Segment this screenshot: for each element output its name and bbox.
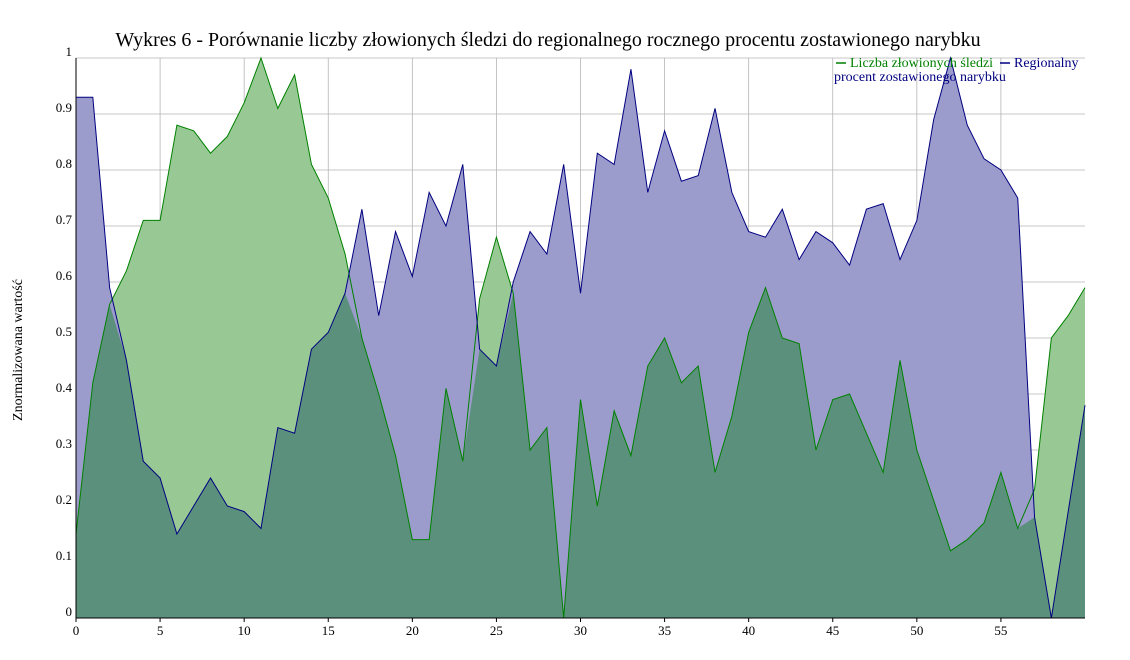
y-axis-label: Znormalizowana wartość: [11, 279, 26, 421]
y-tick-label: 0.5: [56, 324, 72, 339]
legend-label-recruitment-line1: Regionalny: [1014, 56, 1079, 71]
x-tick-label: 0: [73, 623, 80, 638]
y-tick-label: 0.8: [56, 156, 72, 171]
line-series-recruitment: [76, 56, 1086, 619]
x-tick-label: 5: [157, 623, 164, 638]
y-tick-labels: 0 0.1 0.2 0.3 0.4 0.5 0.6 0.7 0.8 0.9 1: [56, 44, 73, 619]
x-tick-label: 20: [406, 623, 419, 638]
legend-label-recruitment-line2: procent zostawionego narybku: [834, 70, 1006, 85]
y-tick-label: 0.6: [56, 268, 73, 283]
x-tick-label: 15: [322, 623, 335, 638]
x-tick-label: 10: [238, 623, 251, 638]
y-tick-label: 0.7: [56, 212, 73, 227]
y-tick-label: 1: [66, 44, 73, 59]
y-tick-label: 0.2: [56, 492, 72, 507]
x-tick-label: 25: [490, 623, 503, 638]
x-tick-label: 40: [742, 623, 755, 638]
x-tick-label: 50: [910, 623, 923, 638]
y-tick-label: 0.4: [56, 380, 73, 395]
x-tick-label: 35: [658, 623, 671, 638]
x-tick-label: 55: [994, 623, 1007, 638]
area-overlap: [76, 287, 1085, 618]
legend-label-recruitment: Regionalny procent zostawionego narybku: [834, 56, 1082, 85]
line-series-catch: [75, 56, 1086, 619]
y-tick-label: 0.3: [56, 436, 72, 451]
plot-areas: [75, 56, 1086, 619]
chart-title: Wykres 6 - Porównanie liczby złowionych …: [115, 29, 980, 51]
legend-label-catch: Liczba złowionych śledzi: [850, 56, 993, 71]
x-tick-label: 45: [826, 623, 839, 638]
x-tick-label: 30: [574, 623, 587, 638]
x-tick-labels: 0 5 10 15 20 25 30 35 40 45 50 55: [73, 623, 1008, 638]
legend: Liczba złowionych śledzi Regionalny proc…: [834, 56, 1082, 85]
y-tick-label: 0.9: [56, 100, 72, 115]
y-tick-label: 0: [66, 604, 73, 619]
axes: [75, 58, 1085, 622]
y-tick-label: 0.1: [56, 548, 72, 563]
